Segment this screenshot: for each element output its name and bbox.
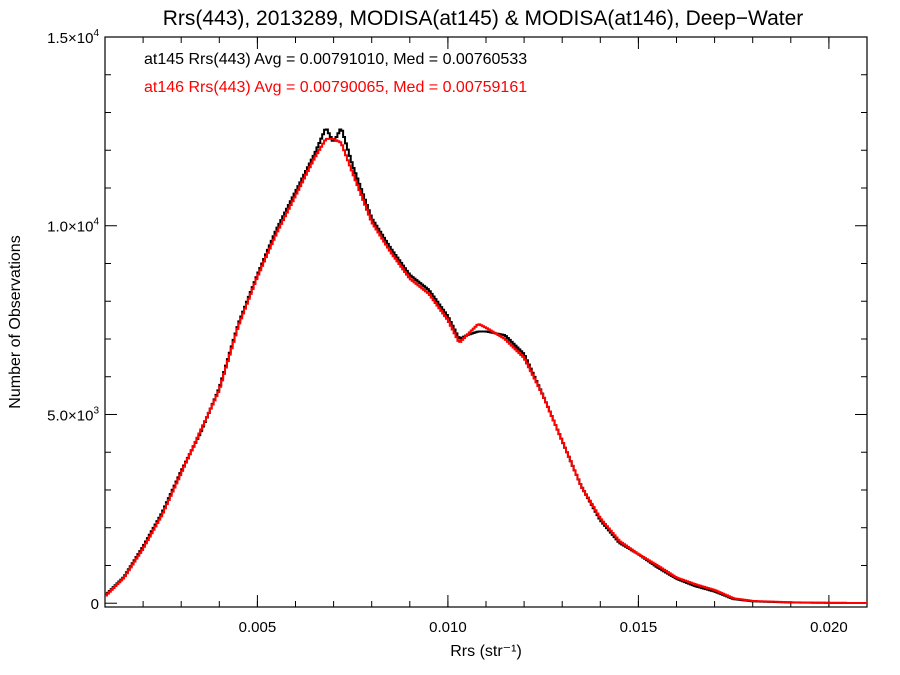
x-tick-label: 0.005 xyxy=(239,619,277,636)
x-tick-label: 0.015 xyxy=(620,619,658,636)
y-tick-mantissa: 0 xyxy=(91,596,99,613)
y-tick-exponent: 4 xyxy=(93,217,99,228)
plot-frame xyxy=(104,36,868,608)
x-tick-label: 0.010 xyxy=(429,619,467,636)
x-axis-label: Rrs (str⁻¹) xyxy=(450,643,522,660)
series-layer xyxy=(105,128,867,605)
y-axis-label: Number of Observations xyxy=(7,235,24,408)
y-tick-label: 1.0×104 xyxy=(47,217,99,236)
series-line-at146 xyxy=(105,137,867,605)
y-tick-exponent: 3 xyxy=(93,405,99,416)
series-stat-label-at145: at145 Rrs(443) Avg = 0.00791010, Med = 0… xyxy=(144,51,527,68)
series-line-at145 xyxy=(105,128,867,605)
chart-title: Rrs(443), 2013289, MODISA(at145) & MODIS… xyxy=(163,7,804,30)
axis-ticks: 0.005 0.010 0.015 0.02005.0×1031.0×1041.5×1… xyxy=(47,28,868,636)
y-tick-mantissa: 5.0×10 xyxy=(47,407,93,424)
series-stat-label-at146: at146 Rrs(443) Avg = 0.00790065, Med = 0… xyxy=(144,79,527,96)
y-tick-exponent: 4 xyxy=(93,28,99,39)
y-tick-label: 0 xyxy=(91,596,99,613)
y-tick-mantissa: 1.0×10 xyxy=(47,219,93,236)
y-tick-label: 5.0×103 xyxy=(47,405,99,424)
y-tick-mantissa: 1.5×10 xyxy=(47,30,93,47)
y-tick-label: 1.5×104 xyxy=(47,28,99,47)
x-tick-label: 0.020 xyxy=(810,619,848,636)
